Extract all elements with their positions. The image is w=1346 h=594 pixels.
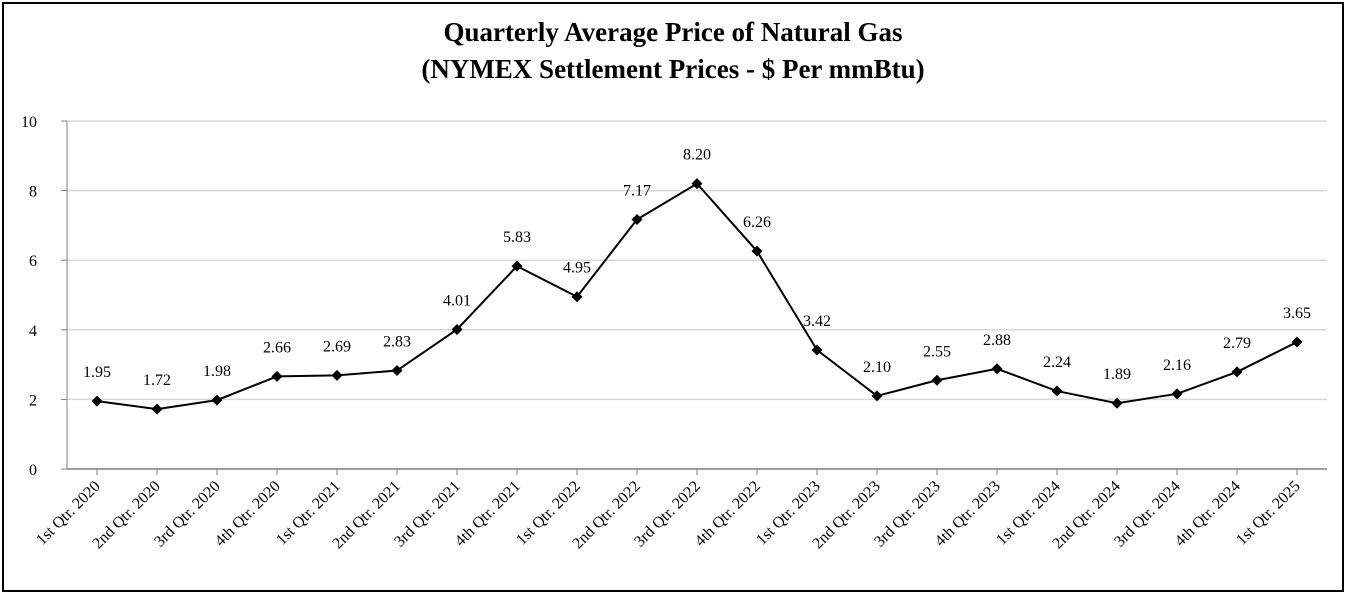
data-label: 3.65 [1283, 305, 1311, 322]
data-point [1111, 397, 1123, 409]
data-label: 6.26 [743, 214, 771, 231]
y-tick-label: 4 [29, 323, 37, 340]
data-label: 4.01 [443, 292, 471, 309]
data-point [871, 390, 883, 402]
data-point [1171, 388, 1183, 400]
data-label: 1.98 [203, 363, 231, 380]
data-label: 2.79 [1223, 335, 1251, 352]
data-point [271, 370, 283, 382]
data-point [151, 403, 163, 415]
data-point [631, 213, 643, 225]
data-label: 1.72 [143, 372, 171, 389]
data-label: 2.88 [983, 332, 1011, 349]
data-label: 1.95 [83, 364, 111, 381]
data-point [751, 245, 763, 257]
x-tick-label: 1st Qtr. 2025 [1233, 478, 1304, 549]
data-point [1051, 385, 1063, 397]
data-label: 4.95 [563, 260, 591, 277]
y-tick-label: 10 [21, 114, 37, 131]
data-label: 2.69 [323, 338, 351, 355]
data-label: 1.89 [1103, 366, 1131, 383]
data-label: 2.83 [383, 334, 411, 351]
data-point [391, 365, 403, 377]
data-point [91, 395, 103, 407]
data-point [511, 260, 523, 272]
data-label: 5.83 [503, 229, 531, 246]
data-point [331, 369, 343, 381]
y-tick-label: 2 [29, 392, 37, 409]
data-label: 8.20 [683, 147, 711, 164]
data-label: 2.55 [923, 343, 951, 360]
data-label: 2.16 [1163, 357, 1191, 374]
data-point [211, 394, 223, 406]
data-point [571, 291, 583, 303]
chart-title: Quarterly Average Price of Natural Gas [443, 17, 903, 47]
data-point [991, 363, 1003, 375]
y-tick-label: 0 [29, 462, 37, 479]
data-point [811, 344, 823, 356]
data-label: 7.17 [623, 182, 651, 199]
y-tick-label: 6 [29, 253, 37, 270]
data-label: 2.10 [863, 359, 891, 376]
y-tick-label: 8 [29, 184, 37, 201]
data-label: 2.66 [263, 339, 291, 356]
data-point [931, 374, 943, 386]
data-point [1291, 336, 1303, 348]
data-point [1231, 366, 1243, 378]
data-point [691, 178, 703, 190]
chart-subtitle: (NYMEX Settlement Prices - $ Per mmBtu) [421, 54, 925, 84]
data-point [451, 323, 463, 335]
data-label: 2.24 [1043, 354, 1071, 371]
data-label: 3.42 [803, 313, 831, 330]
